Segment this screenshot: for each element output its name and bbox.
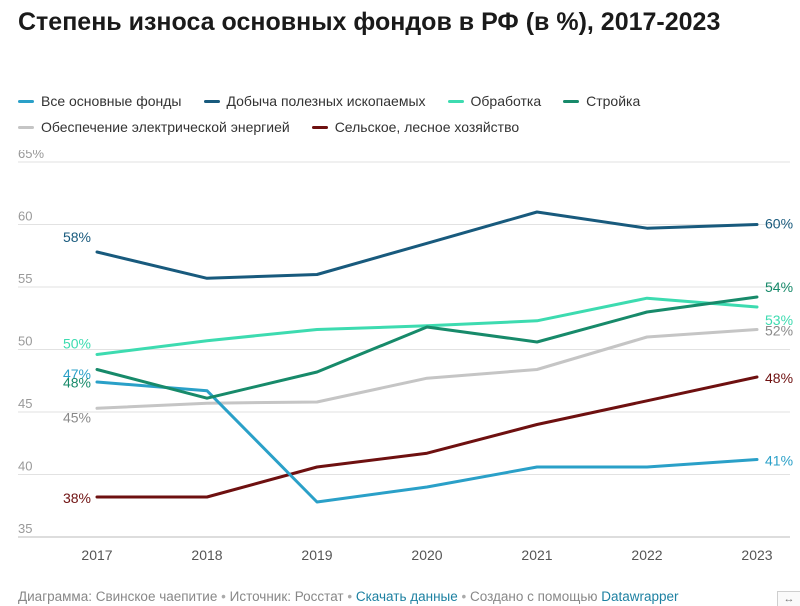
expand-icon[interactable]: ↔ [777, 591, 800, 606]
line-chart: 65% 60 55 50 45 40 35 2017 2018 2019 2020 2021 2022 2… [18, 150, 793, 563]
end-value-label: 60% [765, 216, 793, 232]
legend-row-2: Обеспечение электрической энергией Сельс… [18, 114, 778, 140]
series-line [95, 328, 759, 410]
legend-swatch [203, 99, 220, 103]
legend-label: Стройка [586, 93, 641, 109]
download-data-link[interactable]: Скачать данные [355, 589, 458, 604]
legend-label: Добыча полезных ископаемых [226, 93, 426, 109]
start-value-label: 45% [63, 409, 91, 425]
footer-created-with: Создано с помощью [470, 589, 598, 604]
series-line [95, 375, 759, 499]
x-tick-label: 2021 [521, 547, 552, 563]
footer-separator: • [221, 589, 226, 604]
end-value-label: 52% [765, 323, 793, 339]
legend-swatch [311, 125, 328, 129]
legend-item: Добыча полезных ископаемых [203, 93, 426, 109]
legend-item: Обеспечение электрической энергией [18, 119, 290, 135]
legend: Все основные фонды Добыча полезных ископ… [18, 88, 778, 140]
x-tick-label: 2020 [411, 547, 442, 563]
series-line [95, 210, 759, 280]
chart-title: Степень износа основных фондов в РФ (в %… [18, 8, 721, 36]
chart-footer: Диаграмма: Свинское чаепитие • Источник:… [18, 589, 798, 604]
footer-separator: • [347, 589, 353, 604]
start-value-label: 48% [63, 375, 91, 391]
legend-label: Обработка [470, 93, 542, 109]
series-line [95, 380, 759, 504]
legend-swatch [18, 125, 34, 129]
x-tick-label: 2023 [741, 547, 772, 563]
series-line [95, 295, 759, 400]
start-value-label: 50% [63, 336, 91, 352]
legend-label: Сельское, лесное хозяйство [334, 119, 520, 135]
x-tick-label: 2017 [81, 547, 112, 563]
y-tick-label: 45 [18, 396, 32, 411]
legend-row-1: Все основные фонды Добыча полезных ископ… [18, 88, 778, 114]
legend-item: Все основные фонды [18, 93, 182, 109]
y-tick-label: 65% [18, 150, 44, 161]
y-tick-label: 60 [18, 209, 32, 224]
legend-label: Обеспечение электрической энергией [41, 119, 290, 135]
x-tick-label: 2022 [631, 547, 662, 563]
end-value-label: 53% [765, 312, 793, 328]
start-value-label: 58% [63, 229, 91, 245]
legend-item: Стройка [563, 93, 640, 109]
legend-swatch [447, 99, 464, 103]
end-value-label: 48% [765, 370, 793, 386]
legend-label: Все основные фонды [41, 93, 182, 109]
end-value-label: 41% [765, 453, 793, 469]
legend-swatch [563, 99, 580, 103]
legend-item: Сельское, лесное хозяйство [311, 119, 520, 135]
datawrapper-link[interactable]: Datawrapper [601, 589, 679, 604]
x-tick-label: 2019 [301, 547, 332, 563]
end-value-label: 54% [765, 279, 793, 295]
footer-credit: Диаграмма: Свинское чаепитие [18, 589, 218, 604]
start-value-label: 38% [63, 490, 91, 506]
start-value-label: 47% [63, 366, 91, 382]
y-tick-label: 35 [18, 521, 32, 536]
footer-separator: • [461, 589, 467, 604]
y-tick-label: 50 [18, 334, 32, 349]
x-tick-label: 2018 [191, 547, 222, 563]
y-tick-label: 55 [18, 271, 32, 286]
legend-swatch [18, 99, 34, 103]
legend-item: Обработка [447, 93, 542, 109]
y-tick-label: 40 [18, 459, 32, 474]
footer-source: Источник: Росстат [229, 589, 344, 604]
